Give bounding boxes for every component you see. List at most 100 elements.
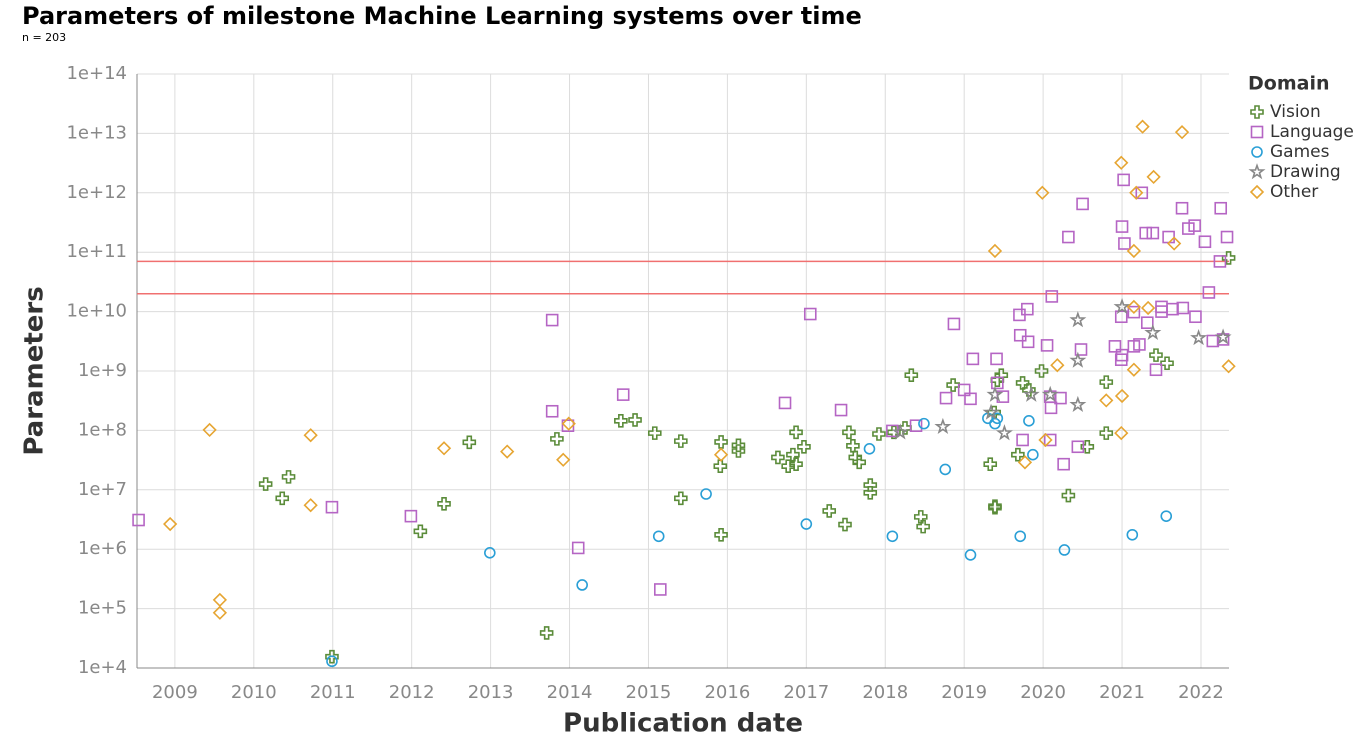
point <box>1220 230 1234 244</box>
point <box>852 455 867 470</box>
y-tick-label: 1e+5 <box>78 598 127 619</box>
point <box>1080 439 1095 454</box>
point <box>325 649 339 664</box>
point <box>462 435 477 450</box>
x-tick-label: 2018 <box>862 682 908 703</box>
point <box>258 477 273 491</box>
point <box>1221 251 1236 265</box>
point <box>1135 119 1150 134</box>
point <box>918 417 930 430</box>
y-tick-label: 1e+7 <box>78 479 127 500</box>
point <box>1114 310 1128 324</box>
point <box>947 317 961 331</box>
legend-label: Vision <box>1270 102 1321 122</box>
point <box>202 422 217 438</box>
point <box>1017 455 1033 470</box>
point <box>1071 440 1085 454</box>
y-tick-label: 1e+13 <box>66 122 127 143</box>
point <box>1175 201 1189 215</box>
point <box>281 470 296 484</box>
x-tick-label: 2012 <box>389 682 435 703</box>
x-tick-label: 2013 <box>468 682 514 703</box>
point <box>1069 351 1087 368</box>
point <box>132 513 145 527</box>
point <box>1135 186 1149 200</box>
point <box>325 500 339 514</box>
point <box>1023 415 1035 427</box>
point <box>1021 335 1035 349</box>
x-tick-label: 2019 <box>941 682 987 703</box>
point <box>1114 388 1130 404</box>
point <box>731 438 746 453</box>
y-tick-label: 1e+12 <box>66 182 127 203</box>
point <box>484 546 496 559</box>
y-tick-label: 1e+10 <box>66 301 127 322</box>
point <box>561 416 576 431</box>
point <box>1069 395 1087 413</box>
point <box>1166 302 1179 316</box>
point <box>1076 197 1089 211</box>
point <box>786 447 800 462</box>
point <box>934 417 952 435</box>
point <box>863 443 876 455</box>
point <box>990 373 1005 388</box>
point <box>1114 425 1129 441</box>
point <box>1190 329 1208 346</box>
chart-title: Parameters of milestone Machine Learning… <box>22 2 862 30</box>
x-tick-label: 2022 <box>1178 682 1224 703</box>
point <box>913 510 928 524</box>
point <box>1174 125 1190 140</box>
point <box>713 447 729 462</box>
x-tick-label: 2021 <box>1099 682 1145 703</box>
point <box>1202 286 1216 299</box>
point <box>1045 290 1059 303</box>
legend-label: Games <box>1270 142 1330 162</box>
point <box>1113 297 1131 315</box>
point <box>1043 433 1057 447</box>
y-tick-label: 1e+11 <box>66 241 127 262</box>
point <box>1114 353 1128 366</box>
point <box>1027 448 1039 461</box>
point <box>700 488 712 500</box>
point <box>1214 328 1232 345</box>
point <box>163 516 178 532</box>
point <box>1146 169 1161 185</box>
point <box>1057 457 1070 471</box>
point <box>713 459 728 473</box>
point <box>1050 358 1065 373</box>
point <box>1069 311 1087 328</box>
point <box>1213 255 1227 268</box>
y-axis-label: Parameters <box>20 286 50 455</box>
point <box>803 307 817 321</box>
point <box>1149 363 1163 377</box>
y-tick-label: 1e+14 <box>66 63 127 84</box>
point <box>789 425 803 440</box>
x-tick-label: 2020 <box>1020 682 1066 703</box>
x-axis-label: Publication date <box>563 709 803 739</box>
point <box>838 517 852 532</box>
point <box>714 527 728 542</box>
point <box>326 655 338 668</box>
point <box>436 441 452 456</box>
point <box>1108 340 1122 353</box>
point <box>904 368 919 382</box>
point <box>674 491 688 506</box>
point <box>652 530 665 543</box>
point <box>822 504 837 518</box>
point <box>848 450 863 465</box>
point <box>303 428 318 443</box>
point <box>916 519 930 534</box>
x-tick-label: 2015 <box>626 682 672 703</box>
x-tick-label: 2011 <box>310 682 356 703</box>
point <box>1146 226 1160 240</box>
point <box>571 541 585 555</box>
point <box>946 378 960 392</box>
point <box>628 413 642 427</box>
point <box>616 388 630 401</box>
point <box>1016 433 1029 447</box>
x-tick-label: 2010 <box>231 682 277 703</box>
point <box>778 396 792 410</box>
point <box>1035 185 1050 200</box>
point <box>545 313 559 327</box>
